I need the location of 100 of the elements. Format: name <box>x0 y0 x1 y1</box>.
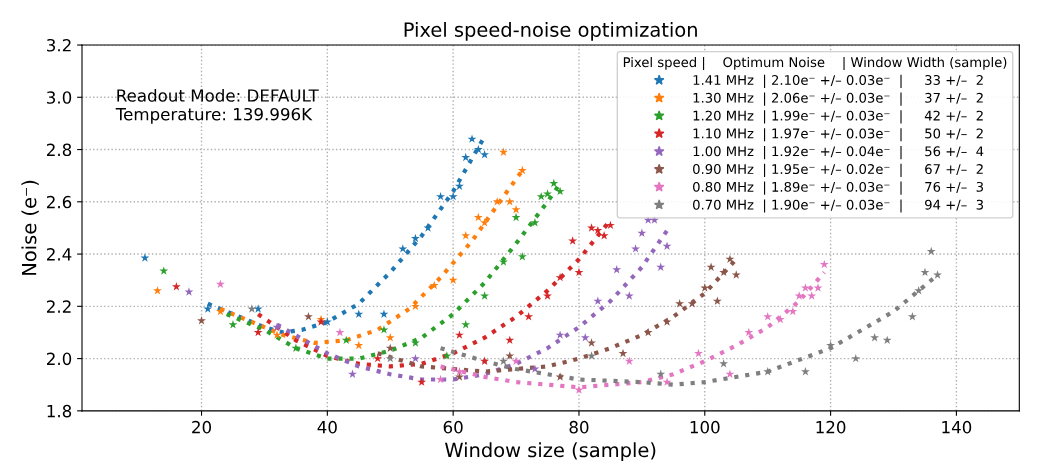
y-tick-label: 2.6 <box>47 195 72 209</box>
point <box>612 265 622 274</box>
point <box>398 244 408 253</box>
point <box>826 340 836 350</box>
point <box>228 319 238 329</box>
point <box>719 359 729 368</box>
annotation: Readout Mode: DEFAULT Temperature: 139.996K <box>115 88 319 124</box>
point <box>197 316 206 325</box>
legend-label: 0.70 MHz | 1.90e⁻ +/– 0.03e⁻ | 94 +/– 3 <box>693 199 984 213</box>
point <box>473 212 483 222</box>
point <box>480 218 490 227</box>
point <box>907 312 917 321</box>
point <box>719 267 729 277</box>
point <box>461 231 471 240</box>
point <box>725 254 735 264</box>
point <box>385 333 395 342</box>
legend-label: 0.90 MHz | 1.95e⁻ +/– 0.02e⁻ | 67 +/– 2 <box>693 163 983 177</box>
point <box>662 377 672 386</box>
point <box>203 304 213 313</box>
point <box>423 223 433 232</box>
point <box>926 246 936 256</box>
point <box>587 351 596 360</box>
point <box>643 327 653 337</box>
point <box>455 330 464 339</box>
point <box>712 296 722 305</box>
point <box>555 272 565 282</box>
point <box>555 372 565 381</box>
point <box>517 252 527 261</box>
point <box>417 377 427 386</box>
point <box>511 204 521 214</box>
point <box>385 353 395 363</box>
point <box>517 165 527 175</box>
x-tick-label: 20 <box>192 420 212 434</box>
point <box>511 356 521 365</box>
legend-label: 1.20 MHz | 1.99e⁻ +/– 0.03e⁻ | 42 +/– 2 <box>693 110 983 124</box>
legend-label: 1.00 MHz | 1.92e⁻ +/– 0.04e⁻ | 56 +/– 4 <box>693 145 984 160</box>
point <box>543 189 552 198</box>
y-tick-label: 3.2 <box>47 38 71 52</box>
point <box>587 223 596 232</box>
point <box>354 340 364 350</box>
point <box>480 291 490 300</box>
point <box>580 333 590 342</box>
point <box>480 356 490 365</box>
x-axis-title: Window size (sample) <box>445 442 656 462</box>
point <box>763 366 773 376</box>
point <box>473 144 483 154</box>
point <box>467 134 477 143</box>
point <box>662 317 672 326</box>
y-tick-label: 2.4 <box>47 248 72 261</box>
point <box>794 291 804 300</box>
point <box>555 186 565 196</box>
point <box>574 267 584 277</box>
y-tick-label: 2.0 <box>47 352 72 366</box>
point <box>725 369 735 379</box>
x-tick-label: 40 <box>317 420 337 434</box>
y-tick-label: 3.0 <box>47 91 72 104</box>
point <box>549 178 559 188</box>
x-tick-label: 140 <box>942 420 972 434</box>
point <box>813 283 823 292</box>
point <box>247 304 257 313</box>
point <box>253 304 263 313</box>
point <box>499 356 508 365</box>
point <box>505 335 515 345</box>
point <box>605 220 615 230</box>
point <box>511 212 521 222</box>
point <box>436 191 445 201</box>
point <box>933 270 942 279</box>
point <box>555 330 565 339</box>
point <box>341 335 351 345</box>
point <box>763 312 773 321</box>
point <box>656 369 666 379</box>
x-tick-label: 120 <box>816 420 846 434</box>
point <box>694 348 703 358</box>
point <box>140 253 150 262</box>
point <box>272 322 282 331</box>
legend-label: 1.41 MHz | 2.10e⁻ +/– 0.03e⁻ | 33 +/– 2 <box>693 74 983 88</box>
point <box>870 333 880 342</box>
point <box>379 309 389 318</box>
point <box>530 218 540 227</box>
chart-title: Pixel speed-noise optimization <box>404 21 697 41</box>
point <box>593 225 603 235</box>
x-tick-label: 100 <box>690 420 720 434</box>
point <box>335 327 345 337</box>
point <box>807 291 817 300</box>
point <box>920 267 930 277</box>
point <box>536 191 546 201</box>
point <box>442 351 452 360</box>
point <box>272 330 282 339</box>
point <box>624 291 634 300</box>
point <box>253 327 263 337</box>
point <box>215 306 225 316</box>
point <box>373 353 383 363</box>
point <box>455 181 464 190</box>
point <box>656 262 666 271</box>
point <box>153 285 162 295</box>
point <box>448 275 458 284</box>
point <box>455 372 464 381</box>
legend-label: 0.80 MHz | 1.89e⁻ +/– 0.03e⁻ | 76 +/– 3 <box>693 181 984 195</box>
point <box>455 366 464 376</box>
point <box>461 319 471 329</box>
